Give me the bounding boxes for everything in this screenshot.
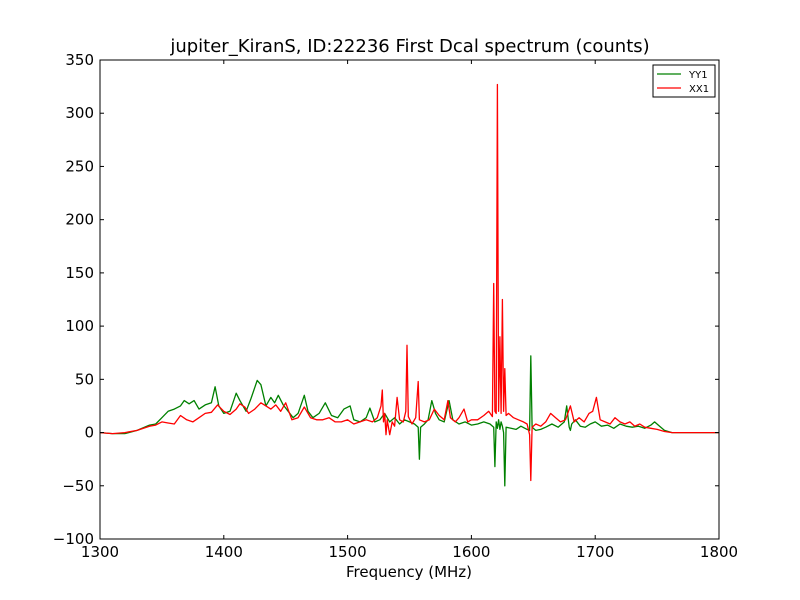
x-axis-label: Frequency (MHz) (346, 563, 472, 581)
series-line-xx1 (100, 83, 719, 482)
legend-label-xx1: XX1 (689, 84, 709, 95)
y-tick-label: 200 (65, 211, 94, 229)
y-tick-label: 300 (65, 104, 94, 122)
y-tick-label: −100 (53, 530, 94, 548)
x-axis: 1300 1400 1500 1600 1700 1800 (81, 60, 738, 561)
y-tick-label: 350 (65, 51, 94, 69)
x-tick-label: 1700 (576, 543, 614, 561)
series-line-yy1 (100, 355, 719, 487)
legend-label-yy1: YY1 (688, 70, 708, 81)
y-tick-label: −50 (62, 477, 94, 495)
x-tick-label: 1800 (700, 543, 738, 561)
y-tick-label: 250 (65, 157, 94, 175)
chart-title: jupiter_KiranS, ID:22236 First Dcal spec… (169, 36, 649, 57)
y-tick-label: 150 (65, 264, 94, 282)
x-tick-label: 1400 (205, 543, 243, 561)
y-axis: −100 −50 0 50 100 150 200 250 300 350 (53, 51, 719, 548)
x-tick-label: 1500 (329, 543, 367, 561)
y-tick-label: 50 (75, 370, 94, 388)
y-tick-label: 100 (65, 317, 94, 335)
x-tick-label: 1300 (81, 543, 119, 561)
legend-box (652, 64, 716, 98)
y-tick-label: 0 (84, 424, 94, 442)
x-tick-label: 1600 (452, 543, 490, 561)
plot-frame (99, 59, 720, 540)
